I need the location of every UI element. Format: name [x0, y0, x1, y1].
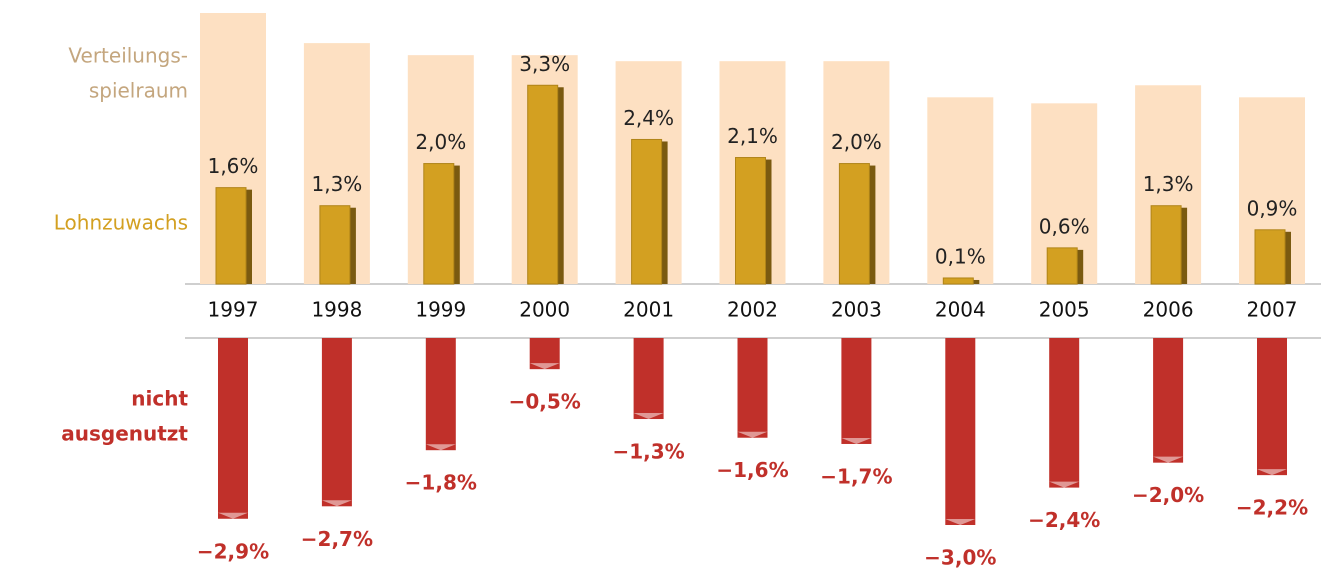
- bar: [1254, 229, 1286, 285]
- x-tick-label: 2005: [1039, 298, 1090, 322]
- bar-shadow: [452, 165, 460, 284]
- value-label: 3,3%: [519, 52, 570, 76]
- bar: [319, 205, 351, 285]
- legend-label: spielraum: [89, 79, 188, 103]
- value-label: −2,2%: [1236, 496, 1308, 520]
- bar: [1150, 205, 1182, 285]
- bar-shadow: [556, 87, 564, 285]
- value-label: 0,6%: [1039, 214, 1090, 238]
- value-label: 0,1%: [935, 244, 986, 268]
- legend-label: ausgenutzt: [61, 422, 188, 446]
- x-tick-label: 2003: [831, 298, 882, 322]
- bar-tip: [841, 437, 872, 444]
- range-bar: [927, 97, 994, 284]
- x-tick-label: 2000: [519, 298, 570, 322]
- bar: [737, 338, 768, 438]
- x-tick-label: 2002: [727, 298, 778, 322]
- bar-tip: [737, 431, 768, 438]
- bar-tip: [218, 512, 248, 519]
- bar: [735, 157, 766, 285]
- bar: [1046, 247, 1078, 285]
- bar-shadow: [764, 159, 772, 284]
- value-label: 2,4%: [623, 106, 674, 130]
- bar: [527, 84, 559, 285]
- value-label: −1,3%: [612, 440, 684, 464]
- bar-shadow: [660, 141, 668, 284]
- value-label: −3,0%: [924, 546, 996, 570]
- bar: [942, 277, 974, 285]
- bar-tip: [1049, 481, 1080, 488]
- bar-shadow: [1076, 249, 1084, 284]
- value-label: 1,6%: [208, 154, 259, 178]
- value-label: −2,4%: [1028, 508, 1100, 532]
- bar-tip: [425, 444, 456, 451]
- bar-shadow: [1284, 231, 1291, 284]
- x-tick-label: 2007: [1247, 298, 1298, 322]
- value-label: −1,7%: [820, 464, 892, 488]
- bar: [631, 138, 663, 285]
- value-label: −2,0%: [1132, 483, 1204, 507]
- value-label: 1,3%: [1143, 172, 1194, 196]
- bar-shadow: [1180, 207, 1188, 284]
- bar: [1049, 338, 1080, 488]
- x-tick-label: 1997: [208, 298, 259, 322]
- value-label: 0,9%: [1247, 196, 1298, 220]
- value-label: −1,6%: [716, 458, 788, 482]
- x-tick-label: 2001: [623, 298, 674, 322]
- bar: [321, 338, 352, 507]
- bar-tip: [529, 363, 560, 370]
- value-label: −0,5%: [509, 390, 581, 414]
- bar: [841, 338, 872, 444]
- value-label: 2,0%: [415, 130, 466, 154]
- legend-label: nicht: [131, 387, 188, 411]
- x-tick-label: 2004: [935, 298, 986, 322]
- bar-tip: [945, 519, 976, 525]
- bar-tip: [321, 500, 352, 507]
- bar-shadow: [348, 207, 356, 284]
- bar: [1257, 338, 1287, 476]
- legend-label: Verteilungs-: [68, 44, 188, 68]
- value-label: 2,0%: [831, 130, 882, 154]
- value-label: 1,3%: [311, 172, 362, 196]
- value-label: −2,9%: [197, 539, 269, 563]
- bar: [215, 187, 247, 285]
- bar: [423, 163, 455, 285]
- x-tick-label: 1999: [415, 298, 466, 322]
- bar-tip: [1153, 456, 1184, 463]
- bar: [633, 338, 664, 420]
- bar-shadow: [868, 165, 876, 284]
- value-label: −2,7%: [301, 527, 373, 551]
- value-label: −1,8%: [405, 471, 477, 495]
- bar: [1153, 338, 1184, 463]
- bar: [218, 338, 248, 519]
- bar-shadow: [245, 189, 252, 284]
- bar-tip: [633, 413, 664, 420]
- legend-label: Lohnzuwachs: [54, 211, 188, 235]
- bar-shadow: [972, 279, 980, 284]
- bar-tip: [1257, 469, 1287, 476]
- x-tick-label: 2006: [1143, 298, 1194, 322]
- bar: [945, 338, 976, 525]
- bar: [425, 338, 456, 451]
- bar: [838, 163, 870, 285]
- x-tick-label: 1998: [311, 298, 362, 322]
- value-label: 2,1%: [727, 124, 778, 148]
